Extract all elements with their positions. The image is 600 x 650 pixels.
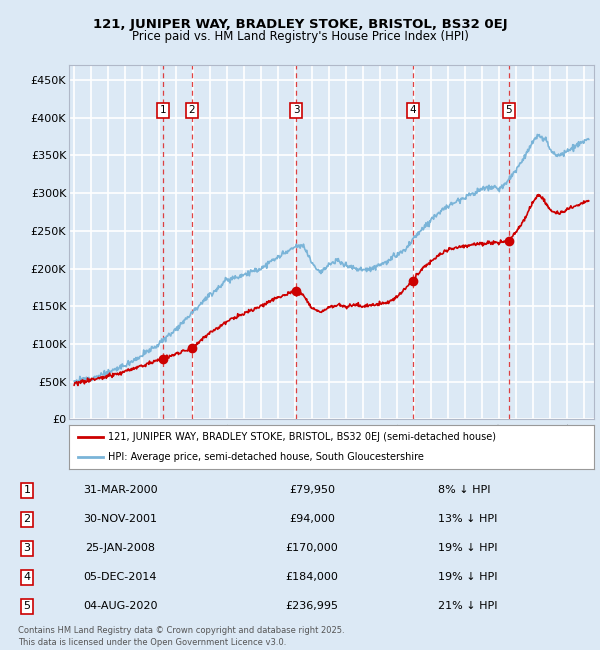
Text: 19% ↓ HPI: 19% ↓ HPI [438, 572, 497, 582]
Text: 21% ↓ HPI: 21% ↓ HPI [438, 601, 497, 611]
Text: 25-JAN-2008: 25-JAN-2008 [85, 543, 155, 553]
Text: 1: 1 [23, 486, 31, 495]
Text: 04-AUG-2020: 04-AUG-2020 [83, 601, 157, 611]
Text: 31-MAR-2000: 31-MAR-2000 [83, 486, 157, 495]
Text: 2: 2 [188, 105, 195, 115]
Text: 1: 1 [160, 105, 167, 115]
Text: 19% ↓ HPI: 19% ↓ HPI [438, 543, 497, 553]
Text: Price paid vs. HM Land Registry's House Price Index (HPI): Price paid vs. HM Land Registry's House … [131, 30, 469, 43]
Text: £79,950: £79,950 [289, 486, 335, 495]
Text: 2: 2 [23, 514, 31, 525]
Text: 3: 3 [293, 105, 299, 115]
Text: 5: 5 [23, 601, 31, 611]
Text: 4: 4 [23, 572, 31, 582]
Text: £236,995: £236,995 [286, 601, 338, 611]
Text: £184,000: £184,000 [286, 572, 338, 582]
Text: £170,000: £170,000 [286, 543, 338, 553]
Text: HPI: Average price, semi-detached house, South Gloucestershire: HPI: Average price, semi-detached house,… [109, 452, 424, 462]
Text: Contains HM Land Registry data © Crown copyright and database right 2025.
This d: Contains HM Land Registry data © Crown c… [18, 626, 344, 647]
Text: 8% ↓ HPI: 8% ↓ HPI [438, 486, 491, 495]
Text: 121, JUNIPER WAY, BRADLEY STOKE, BRISTOL, BS32 0EJ: 121, JUNIPER WAY, BRADLEY STOKE, BRISTOL… [92, 18, 508, 31]
Text: 3: 3 [23, 543, 31, 553]
Text: 13% ↓ HPI: 13% ↓ HPI [438, 514, 497, 525]
Text: 121, JUNIPER WAY, BRADLEY STOKE, BRISTOL, BS32 0EJ (semi-detached house): 121, JUNIPER WAY, BRADLEY STOKE, BRISTOL… [109, 432, 496, 442]
Text: 4: 4 [409, 105, 416, 115]
Text: 5: 5 [506, 105, 512, 115]
Text: £94,000: £94,000 [289, 514, 335, 525]
Text: 30-NOV-2001: 30-NOV-2001 [83, 514, 157, 525]
Text: 05-DEC-2014: 05-DEC-2014 [83, 572, 157, 582]
